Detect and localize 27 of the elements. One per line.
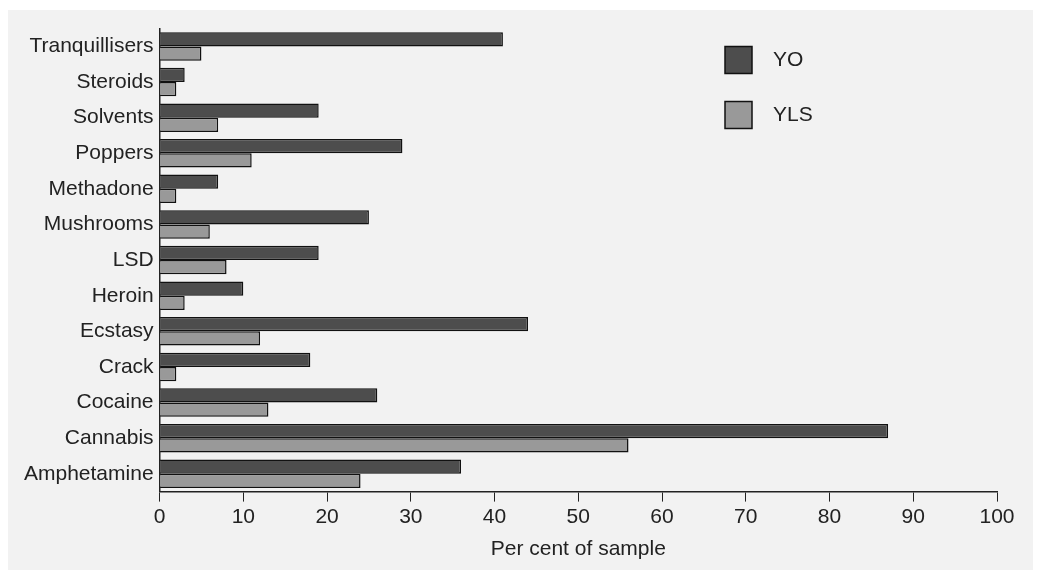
- x-tick-label: 90: [901, 504, 925, 527]
- y-tick-label: Poppers: [75, 140, 154, 164]
- y-tick-label: Methadone: [48, 175, 154, 199]
- y-tick-label: Cocaine: [76, 389, 154, 413]
- y-tick-label: Mushrooms: [43, 211, 154, 235]
- x-tick-label: 30: [399, 504, 423, 527]
- legend-label: YO: [773, 47, 804, 71]
- y-tick-label: Steroids: [76, 68, 154, 92]
- x-tick-label: 40: [482, 504, 507, 527]
- x-tick-label: 70: [734, 504, 758, 527]
- x-tick-label: 20: [315, 504, 339, 527]
- x-tick-label: 10: [231, 504, 255, 527]
- x-tick-label: 50: [566, 504, 590, 527]
- y-tick-label: Heroin: [91, 282, 154, 306]
- x-tick-label: 60: [650, 504, 674, 527]
- y-tick-label: LSD: [112, 246, 154, 270]
- legend-label: YLS: [773, 102, 813, 126]
- x-tick-label: 0: [153, 504, 166, 527]
- x-tick-label: 80: [817, 504, 842, 527]
- y-tick-label: Amphetamine: [23, 460, 154, 484]
- y-tick-label: Solvents: [73, 104, 154, 128]
- y-tick-label: Ecstasy: [80, 318, 155, 342]
- y-tick-label: Cannabis: [64, 424, 154, 448]
- y-tick-label: Crack: [98, 353, 155, 377]
- y-tick-label: Tranquillisers: [29, 33, 154, 57]
- x-axis-title: Per cent of sample: [490, 536, 666, 560]
- x-tick-label: 100: [979, 504, 1015, 527]
